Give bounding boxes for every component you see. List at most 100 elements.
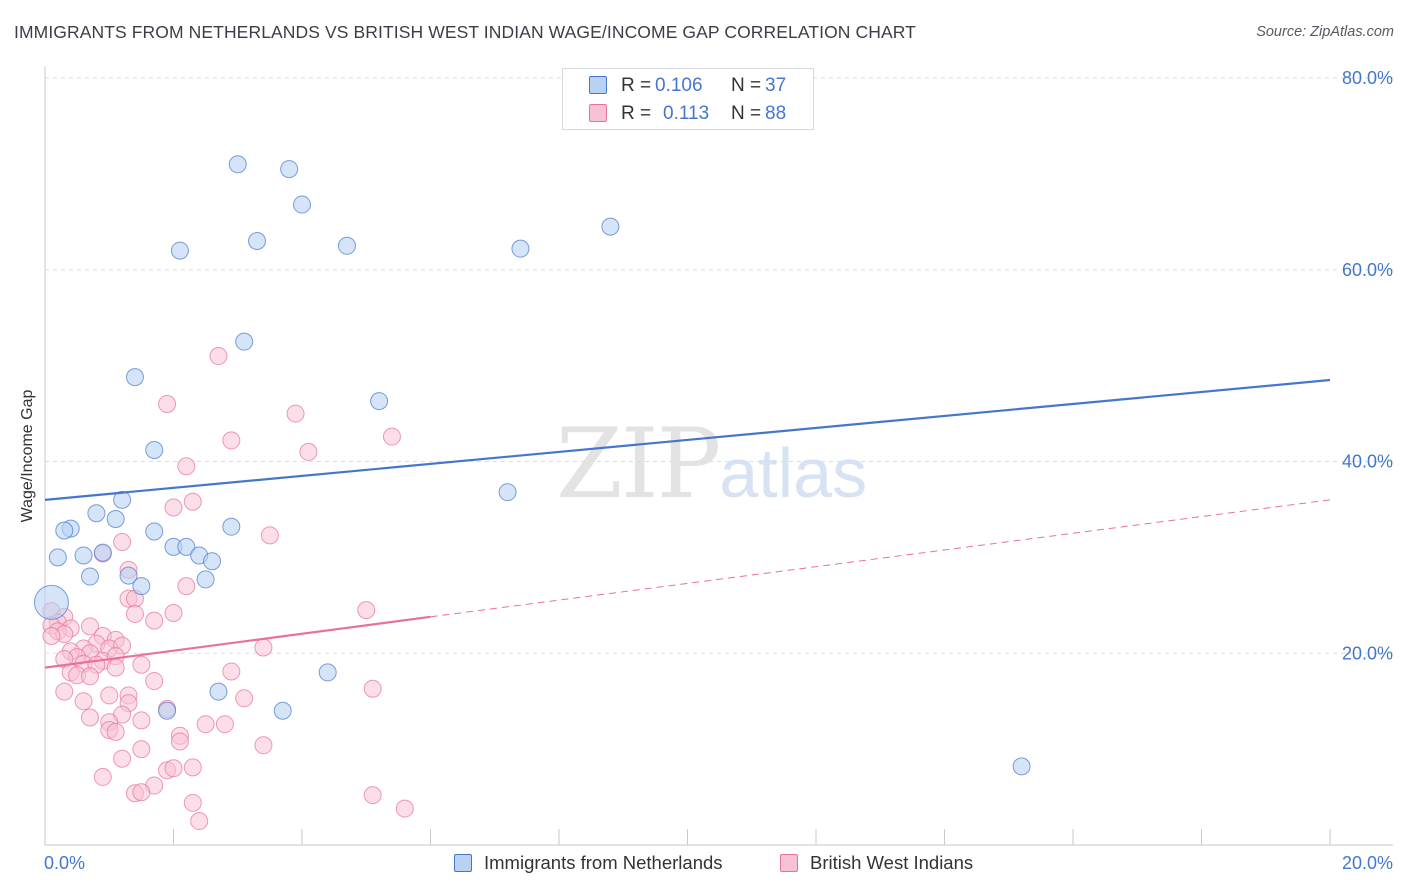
data-point-british-west-indians[interactable] bbox=[55, 682, 74, 701]
data-point-british-west-indians[interactable] bbox=[254, 638, 273, 657]
bottom-legend-label-british-west-indians: British West Indians bbox=[810, 852, 974, 873]
data-point-netherlands[interactable] bbox=[209, 682, 228, 701]
legend-r-value: 0.113 bbox=[663, 103, 710, 124]
data-point-netherlands[interactable] bbox=[222, 517, 241, 536]
trendline-netherlands bbox=[44, 378, 1331, 501]
data-point-british-west-indians[interactable] bbox=[395, 799, 414, 818]
data-point-netherlands[interactable] bbox=[177, 537, 196, 556]
data-point-british-west-indians[interactable] bbox=[106, 722, 125, 741]
data-point-british-west-indians[interactable] bbox=[190, 812, 209, 831]
data-point-british-west-indians[interactable] bbox=[80, 667, 99, 686]
watermark-zip: ZIP bbox=[556, 408, 721, 520]
source-label[interactable]: Source: ZipAtlas.com bbox=[1256, 24, 1394, 40]
data-point-british-west-indians[interactable] bbox=[132, 655, 151, 674]
data-point-british-west-indians[interactable] bbox=[80, 617, 99, 636]
data-point-netherlands[interactable] bbox=[1012, 757, 1031, 776]
data-point-british-west-indians[interactable] bbox=[164, 498, 183, 517]
y-tick-label: 20.0% bbox=[1342, 643, 1393, 663]
data-point-british-west-indians[interactable] bbox=[222, 431, 241, 450]
data-point-netherlands[interactable] bbox=[601, 217, 620, 236]
data-point-netherlands[interactable] bbox=[203, 552, 222, 571]
data-point-british-west-indians[interactable] bbox=[125, 604, 144, 623]
data-point-netherlands[interactable] bbox=[93, 543, 112, 562]
data-point-british-west-indians[interactable] bbox=[196, 715, 215, 734]
data-point-netherlands[interactable] bbox=[80, 567, 99, 586]
data-point-british-west-indians[interactable] bbox=[145, 672, 164, 691]
data-point-british-west-indians[interactable] bbox=[113, 749, 132, 768]
legend-n-value: 37 bbox=[765, 75, 787, 96]
y-tick-label: 40.0% bbox=[1342, 452, 1393, 472]
data-point-netherlands[interactable] bbox=[125, 368, 144, 387]
y-tick-label: 80.0% bbox=[1342, 68, 1393, 88]
data-point-netherlands[interactable] bbox=[106, 510, 125, 529]
data-point-netherlands[interactable] bbox=[370, 392, 389, 411]
x-tick-label: 20.0% bbox=[1342, 853, 1393, 873]
bottom-legend-label-netherlands: Immigrants from Netherlands bbox=[484, 852, 723, 873]
data-point-netherlands[interactable] bbox=[87, 504, 106, 523]
data-point-british-west-indians[interactable] bbox=[100, 686, 119, 705]
data-point-netherlands[interactable] bbox=[113, 490, 132, 509]
data-point-british-west-indians[interactable] bbox=[93, 767, 112, 786]
data-point-british-west-indians[interactable] bbox=[286, 404, 305, 423]
data-point-netherlands[interactable] bbox=[170, 241, 189, 260]
data-point-british-west-indians[interactable] bbox=[145, 611, 164, 630]
data-point-british-west-indians[interactable] bbox=[113, 533, 132, 552]
data-point-british-west-indians[interactable] bbox=[222, 662, 241, 681]
legend-n-label: N = bbox=[731, 103, 762, 124]
data-point-british-west-indians[interactable] bbox=[357, 601, 376, 620]
data-point-netherlands[interactable] bbox=[318, 663, 337, 682]
data-point-british-west-indians[interactable] bbox=[299, 442, 318, 461]
data-point-british-west-indians[interactable] bbox=[363, 679, 382, 698]
data-point-british-west-indians[interactable] bbox=[158, 394, 177, 413]
data-point-british-west-indians[interactable] bbox=[177, 577, 196, 596]
data-point-british-west-indians[interactable] bbox=[170, 732, 189, 751]
data-point-british-west-indians[interactable] bbox=[80, 708, 99, 727]
data-point-british-west-indians[interactable] bbox=[106, 658, 125, 677]
data-point-netherlands[interactable] bbox=[132, 577, 151, 596]
data-point-netherlands[interactable] bbox=[280, 160, 299, 179]
data-point-netherlands[interactable] bbox=[145, 522, 164, 541]
data-point-british-west-indians[interactable] bbox=[254, 736, 273, 755]
watermark-atlas: atlas bbox=[719, 434, 868, 512]
bottom-legend-swatch-netherlands bbox=[454, 854, 472, 872]
legend-swatch-british-west-indians bbox=[589, 104, 607, 122]
legend-n-value: 88 bbox=[765, 103, 787, 124]
data-point-netherlands[interactable] bbox=[196, 570, 215, 589]
data-point-netherlands[interactable] bbox=[235, 332, 254, 351]
data-point-netherlands[interactable] bbox=[248, 231, 267, 250]
data-point-british-west-indians[interactable] bbox=[235, 689, 254, 708]
data-point-british-west-indians[interactable] bbox=[183, 492, 202, 511]
data-point-netherlands[interactable] bbox=[337, 236, 356, 255]
data-point-british-west-indians[interactable] bbox=[164, 603, 183, 622]
data-point-british-west-indians[interactable] bbox=[209, 347, 228, 366]
data-point-netherlands[interactable] bbox=[55, 521, 74, 540]
data-point-british-west-indians[interactable] bbox=[382, 427, 401, 446]
data-point-netherlands[interactable] bbox=[48, 548, 67, 567]
data-point-netherlands[interactable] bbox=[33, 584, 69, 620]
data-point-british-west-indians[interactable] bbox=[183, 793, 202, 812]
data-point-netherlands[interactable] bbox=[228, 155, 247, 174]
trendline-british-west-indians-extrapolated bbox=[430, 499, 1331, 618]
data-point-netherlands[interactable] bbox=[293, 195, 311, 214]
data-point-british-west-indians[interactable] bbox=[260, 526, 279, 545]
data-point-netherlands[interactable] bbox=[511, 239, 530, 258]
data-point-netherlands[interactable] bbox=[158, 701, 177, 720]
legend-r-value: 0.106 bbox=[655, 75, 703, 96]
data-point-british-west-indians[interactable] bbox=[132, 711, 151, 730]
data-point-british-west-indians[interactable] bbox=[42, 626, 61, 645]
data-point-netherlands[interactable] bbox=[498, 483, 517, 502]
legend-r-label: R = bbox=[621, 75, 652, 96]
data-point-british-west-indians[interactable] bbox=[183, 758, 202, 777]
trendline-british-west-indians bbox=[44, 615, 431, 669]
data-point-british-west-indians[interactable] bbox=[74, 692, 93, 711]
data-point-netherlands[interactable] bbox=[273, 701, 292, 720]
data-point-british-west-indians[interactable] bbox=[164, 759, 183, 778]
data-point-netherlands[interactable] bbox=[145, 440, 164, 459]
data-point-british-west-indians[interactable] bbox=[132, 740, 151, 759]
data-point-netherlands[interactable] bbox=[119, 566, 138, 585]
data-point-british-west-indians[interactable] bbox=[177, 457, 196, 476]
data-point-netherlands[interactable] bbox=[74, 546, 93, 565]
data-point-british-west-indians[interactable] bbox=[215, 715, 234, 734]
data-point-british-west-indians[interactable] bbox=[363, 786, 382, 805]
data-point-british-west-indians[interactable] bbox=[132, 783, 151, 802]
